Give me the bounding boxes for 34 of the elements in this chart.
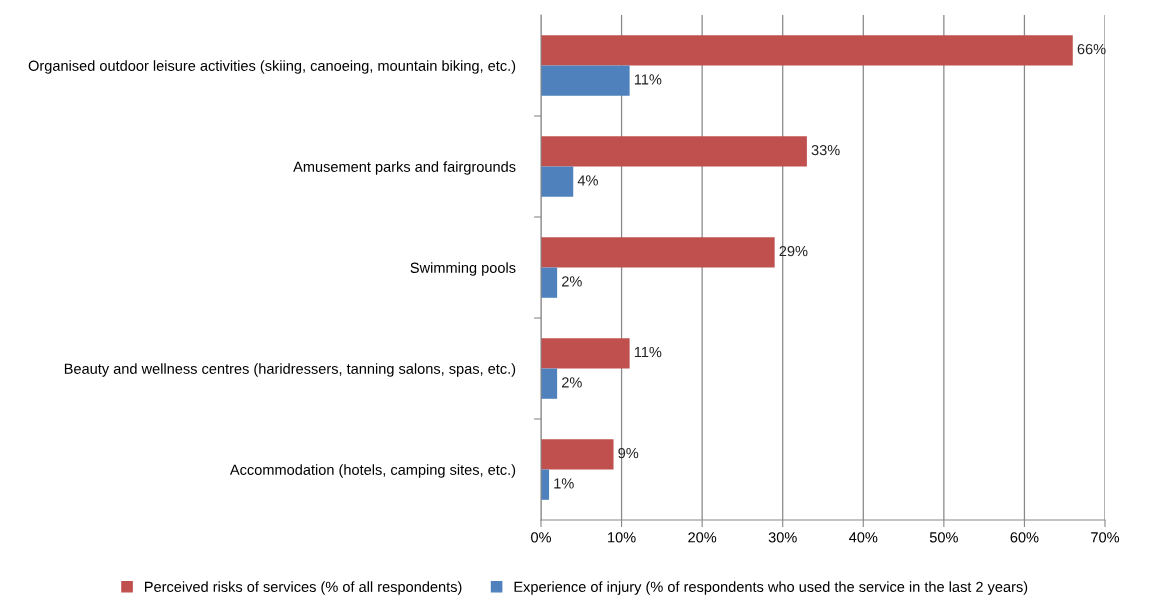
y-tick-label: Accommodation (hotels, camping sites, etc.) xyxy=(229,464,516,478)
data-label: 66% xyxy=(1077,43,1106,55)
data-label: 9% xyxy=(618,447,639,459)
bar xyxy=(541,267,558,298)
x-tick-label: 10% xyxy=(608,532,636,543)
bar xyxy=(541,65,630,96)
x-tick-label: 60% xyxy=(1010,532,1039,543)
y-tick-label: Swimming pools xyxy=(410,262,516,276)
legend-label: Experience of injury (% of respondents who used the service in the last 2 years) xyxy=(514,581,1028,595)
data-label: 2% xyxy=(562,377,582,388)
data-label: 11% xyxy=(634,74,662,85)
y-tick-label: Organised outdoor leisure activities (skiing, canoeing, mountain biking, etc.) xyxy=(28,60,516,74)
x-tick-label: 70% xyxy=(1091,532,1120,543)
data-label: 33% xyxy=(811,144,840,156)
bar xyxy=(541,166,574,197)
y-tick-label: Beauty and wellness centres (haridressers, tanning salons, spas, etc.) xyxy=(64,363,516,377)
data-label: 2% xyxy=(562,276,582,287)
x-tick-label: 0% xyxy=(531,532,552,543)
x-tick-label: 20% xyxy=(688,532,717,543)
data-label: 29% xyxy=(779,245,808,257)
bar xyxy=(541,439,614,470)
y-tick-label: Amusement parks and fairgrounds xyxy=(293,161,516,175)
x-tick-label: 30% xyxy=(768,532,797,543)
data-label: 1% xyxy=(554,478,574,489)
x-tick-label: 40% xyxy=(849,532,878,543)
bar xyxy=(541,368,558,399)
bar xyxy=(541,35,1073,66)
data-label: 4% xyxy=(577,175,598,186)
bar xyxy=(541,237,775,268)
bar xyxy=(541,338,630,369)
x-tick-label: 50% xyxy=(929,532,958,543)
legend-label: Perceived risks of services (% of all respondents) xyxy=(145,581,462,595)
data-label: 11% xyxy=(634,347,662,358)
bar xyxy=(541,136,807,167)
